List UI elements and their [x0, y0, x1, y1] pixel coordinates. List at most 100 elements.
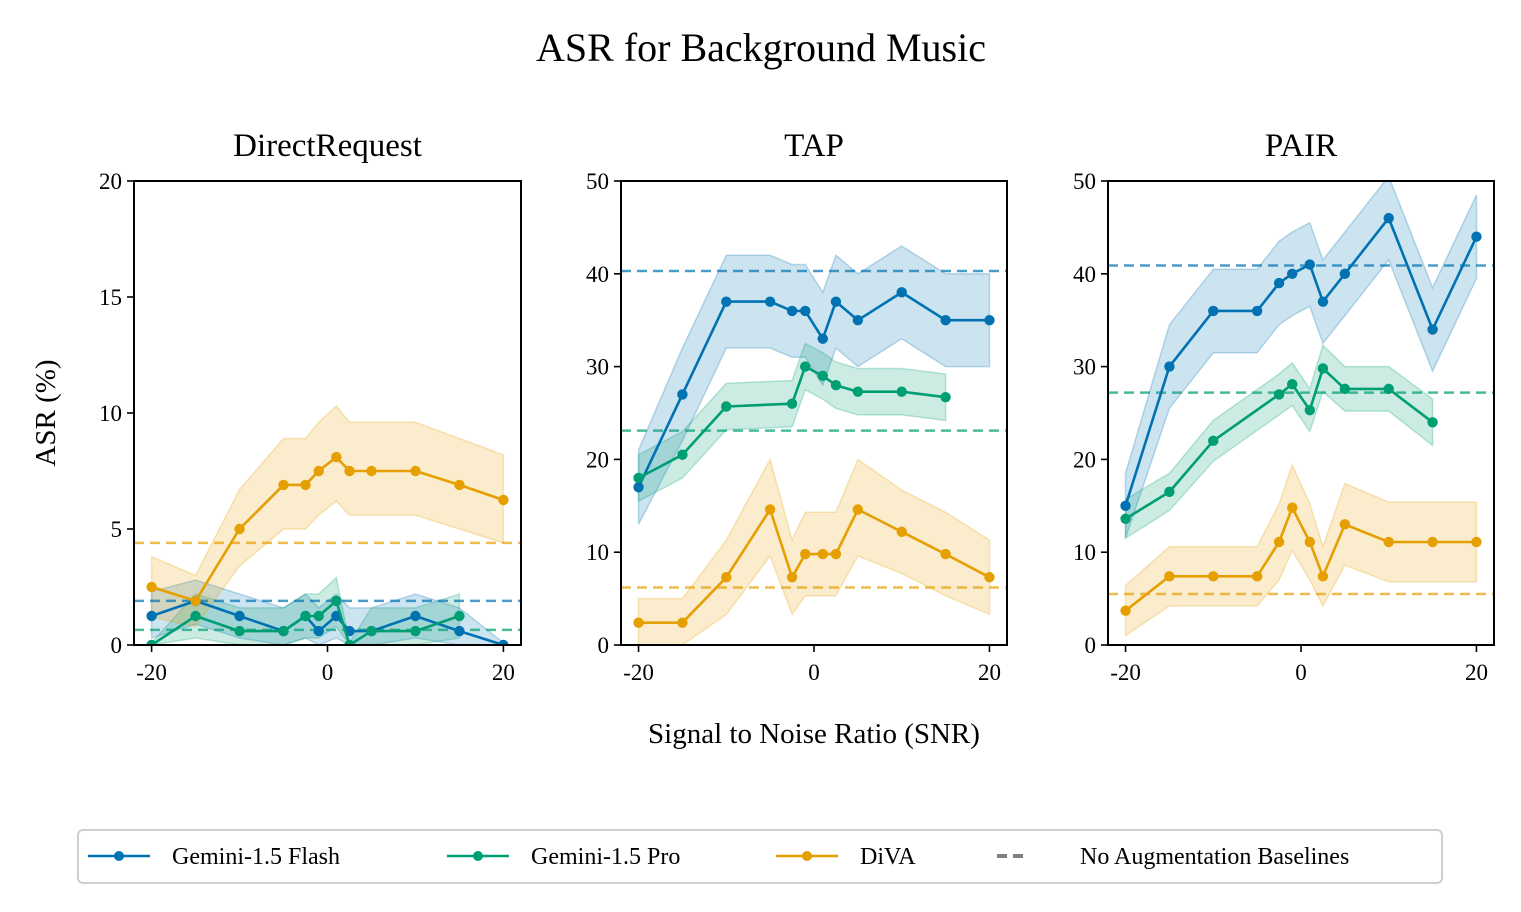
panel-pair-xtick-label: 20	[1465, 660, 1488, 685]
panel-pair-gemini-1-5-pro-point	[1383, 383, 1394, 395]
panel-pair-ytick-label: 30	[1073, 355, 1096, 380]
panel-pair-gemini-1-5-flash-point	[1427, 324, 1438, 335]
panel-directrequest-diva-point	[234, 523, 245, 535]
panel-pair-diva-point	[1164, 571, 1175, 582]
panel-tap-ytick-label: 20	[586, 447, 609, 472]
panel-directrequest-plot-area	[134, 404, 521, 645]
panel-directrequest-gemini-1-5-pro-point	[366, 625, 377, 637]
panel-directrequest-ytick-label: 15	[99, 285, 122, 310]
panel-tap-gemini-1-5-flash-point	[786, 305, 798, 317]
panel-pair-gemini-1-5-pro-point	[1208, 435, 1219, 447]
panel-tap-diva-point	[786, 572, 798, 583]
panel-pair-diva-line	[1124, 506, 1477, 612]
panel-pair-diva-point	[1304, 536, 1315, 548]
panel-tap-gemini-1-5-flash-point	[984, 315, 995, 326]
panel-tap-diva-point	[764, 504, 776, 515]
figure-title: ASR for Background Music	[536, 25, 986, 70]
panel-pair-gemini-1-5-flash-point	[1383, 212, 1394, 224]
panel-tap-gemini-1-5-pro-point	[786, 398, 798, 409]
panel-directrequest-gemini-1-5-flash-line	[151, 599, 504, 645]
panel-pair-gemini-1-5-pro-point	[1317, 363, 1329, 374]
panel-tap-diva-point	[721, 572, 732, 583]
panel-directrequest-gemini-1-5-flash-point	[410, 610, 421, 622]
panel-tap-gemini-1-5-flash-point	[721, 296, 732, 307]
panel-directrequest-diva-line	[151, 455, 504, 603]
panel-pair-gemini-1-5-flash-point	[1287, 268, 1298, 279]
panel-tap-diva-point	[896, 526, 907, 537]
panel-directrequest-gemini-1-5-pro-point	[300, 610, 311, 622]
legend-marker-swatch	[802, 851, 812, 861]
panel-tap-plot-area	[621, 245, 1007, 645]
panel-pair-gemini-1-5-pro-point	[1164, 486, 1175, 498]
panel-pair-diva-point	[1383, 536, 1394, 548]
panel-directrequest-gemini-1-5-pro-point	[344, 639, 355, 645]
panel-pair-gemini-1-5-flash-point	[1208, 305, 1219, 317]
panel-pair-gemini-1-5-pro-point	[1287, 379, 1298, 390]
panel-pair-diva-point	[1251, 571, 1263, 582]
panel-tap-diva-point	[633, 617, 644, 628]
panel-pair-gemini-1-5-pro-point	[1304, 405, 1315, 416]
panel-pair-gemini-1-5-pro-line	[1124, 367, 1434, 520]
panel-directrequest-diva-point	[313, 465, 324, 477]
panel-tap-gemini-1-5-pro-point	[817, 370, 828, 382]
panel-directrequest-gemini-1-5-pro-point	[331, 595, 342, 607]
panel-directrequest-ytick-label: 0	[111, 633, 123, 658]
panel-directrequest-gemini-1-5-pro-point	[190, 610, 201, 622]
legend-marker-swatch	[473, 851, 483, 861]
panel-directrequest-diva-point	[300, 479, 311, 491]
panel-tap-title: TAP	[784, 128, 844, 164]
panel-pair-ytick-label: 20	[1073, 447, 1096, 472]
panel-pair: PAIR 0 10 20 30 40 50 -20 0 20	[1073, 128, 1495, 685]
legend-item-gemini-1-5-flash: Gemini-1.5 Flash	[88, 844, 340, 870]
panel-tap-ytick-label: 40	[586, 262, 609, 287]
panel-directrequest-gemini-1-5-flash-point	[234, 610, 245, 622]
panel-tap-ytick-label: 30	[586, 355, 609, 380]
panel-pair-gemini-1-5-pro-point	[1273, 389, 1285, 400]
panel-pair-gemini-1-5-pro-point	[1427, 417, 1438, 428]
panel-directrequest: DirectRequest 0 5 10 15 20 -20 0 20 ASR (%)	[30, 128, 522, 685]
panel-tap-ytick-label: 50	[586, 169, 609, 194]
panel-pair-gemini-1-5-flash-line	[1124, 216, 1478, 507]
panel-pair-diva-point	[1287, 502, 1298, 513]
panel-tap-diva-line	[638, 508, 991, 625]
legend: Gemini-1.5 Flash Gemini-1.5 Pro DiVA No Aug…	[77, 829, 1443, 884]
panel-directrequest-diva-point	[454, 479, 465, 491]
panel-pair-ytick-label: 0	[1085, 633, 1097, 658]
panel-tap-gemini-1-5-pro-point	[852, 386, 864, 397]
x-axis-label: Signal to Noise Ratio (SNR)	[648, 718, 980, 750]
panel-pair-diva-point	[1208, 571, 1219, 582]
panel-directrequest-title: DirectRequest	[233, 128, 422, 164]
panel-pair-ytick-label: 10	[1073, 540, 1096, 565]
panel-directrequest-diva-point	[366, 465, 377, 477]
panel-pair-xtick-label: -20	[1110, 660, 1141, 685]
panel-tap-diva-point	[817, 548, 828, 560]
legend-marker-swatch	[114, 851, 124, 861]
panel-tap-diva-ci-band	[637, 457, 991, 645]
panel-tap-diva-point	[677, 617, 688, 628]
legend-frame	[77, 829, 1443, 884]
panel-tap-gemini-1-5-flash-point	[830, 296, 842, 307]
panel-directrequest-ytick-label: 5	[111, 517, 123, 542]
panel-directrequest-gemini-1-5-flash-point	[498, 639, 509, 645]
panel-directrequest-gemini-1-5-pro-point	[234, 625, 245, 637]
panel-pair-diva-point	[1471, 536, 1482, 548]
panel-tap-gemini-1-5-pro-point	[940, 392, 951, 403]
panel-directrequest-gemini-1-5-flash-point	[313, 625, 324, 637]
panel-directrequest-diva-point	[278, 479, 289, 491]
panel-pair-xtick-label: 0	[1295, 660, 1307, 685]
panel-tap: TAP 0 10 20 30 40 50 -20 0 20 Signal to Noise Rati…	[586, 128, 1008, 750]
panel-directrequest-diva-point	[190, 595, 201, 607]
panel-tap-gemini-1-5-flash-point	[852, 315, 864, 326]
legend-label: Gemini-1.5 Flash	[172, 844, 340, 870]
panel-pair-ytick-label: 50	[1073, 169, 1096, 194]
panel-pair-gemini-1-5-flash-point	[1471, 231, 1482, 242]
panel-directrequest-diva-point	[410, 465, 421, 477]
panel-tap-diva-point	[800, 548, 811, 560]
panel-pair-diva-point	[1427, 536, 1438, 548]
panel-directrequest-ytick-label: 10	[99, 401, 122, 426]
panel-directrequest-xtick-label: 0	[322, 660, 334, 685]
panel-directrequest-diva-point	[331, 451, 342, 463]
panel-pair-plot-area	[1108, 181, 1494, 638]
panel-directrequest-xtick-label: -20	[136, 660, 167, 685]
